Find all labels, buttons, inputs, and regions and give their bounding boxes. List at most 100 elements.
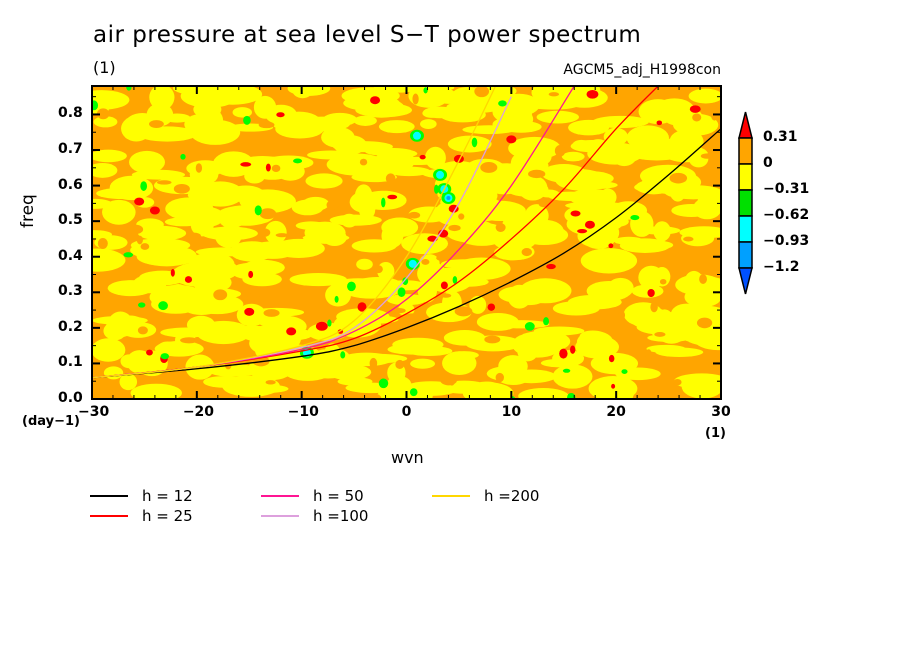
run-name: AGCM5_adj_H1998con	[563, 62, 721, 78]
colorbar-lower-arrow	[738, 267, 753, 295]
field-cell	[659, 278, 667, 285]
field-cell	[523, 147, 552, 167]
field-cell	[621, 369, 628, 374]
field-cell	[475, 92, 530, 108]
field-cell	[295, 221, 327, 230]
field-cell	[445, 183, 498, 208]
field-cell	[618, 310, 626, 320]
field-cell	[137, 326, 148, 335]
field-cell	[528, 169, 546, 179]
field-cell	[452, 257, 511, 280]
field-cell	[315, 321, 328, 331]
field-cell	[358, 98, 405, 118]
field-cell	[670, 303, 703, 326]
field-cell	[126, 350, 153, 374]
field-cell	[498, 100, 507, 107]
field-cell	[518, 330, 571, 353]
field-cell	[243, 115, 251, 125]
field-cell	[126, 86, 132, 91]
field-cell	[555, 169, 606, 191]
field-cell	[417, 278, 438, 303]
field-cell	[325, 283, 352, 307]
field-cell	[480, 162, 498, 173]
field-cell	[656, 120, 663, 126]
field-cell	[263, 309, 280, 317]
field-cell	[421, 191, 429, 197]
y-tick-label: 0.1	[58, 354, 83, 371]
legend-label: h =200	[484, 487, 540, 505]
field-cell	[497, 113, 526, 125]
field-cell	[349, 353, 408, 364]
field-cell	[357, 302, 367, 312]
field-cell	[654, 98, 695, 123]
field-cell	[397, 287, 406, 298]
field-cell	[163, 113, 191, 123]
spectrum-field	[92, 86, 721, 399]
field-cell	[246, 293, 260, 303]
field-cell	[552, 364, 593, 389]
field-cell	[412, 131, 421, 140]
field-cell	[572, 139, 591, 149]
field-cell	[681, 230, 715, 247]
field-cell	[570, 345, 576, 354]
legend-item: h =100	[261, 507, 368, 525]
field-cell	[436, 255, 446, 261]
field-cell	[586, 280, 632, 302]
field-cell	[154, 341, 204, 357]
field-cell	[92, 149, 127, 163]
field-cell	[327, 319, 332, 327]
field-cell	[207, 363, 259, 377]
field-cell	[561, 151, 585, 162]
field-cell	[521, 248, 533, 257]
field-cell	[381, 217, 419, 238]
y-tick-label: 0.2	[58, 318, 83, 335]
field-cell	[654, 332, 666, 337]
legend-swatch	[432, 495, 470, 497]
field-cell	[259, 208, 277, 220]
field-cell	[683, 236, 694, 242]
field-cell	[326, 200, 339, 210]
field-cell	[554, 145, 566, 157]
field-cell	[440, 293, 452, 298]
legend-label: h = 12	[142, 487, 193, 505]
field-cell	[146, 349, 153, 356]
x-tick-label: −30	[78, 404, 110, 420]
field-cell	[565, 201, 625, 210]
field-cell	[608, 354, 615, 363]
field-cell	[103, 366, 124, 380]
field-cell	[412, 93, 419, 105]
field-cell	[638, 265, 664, 290]
field-cell	[646, 344, 686, 353]
field-cell	[409, 388, 418, 397]
field-cell	[158, 301, 168, 311]
field-cell	[364, 393, 382, 399]
field-cell	[286, 327, 297, 336]
field-cell	[130, 383, 182, 399]
colorbar	[738, 111, 753, 295]
legend-label: h =100	[313, 507, 369, 525]
field-cell	[195, 163, 203, 173]
field-cell	[473, 223, 504, 240]
field-cell	[136, 235, 143, 245]
colorbar-segment	[738, 137, 753, 165]
field-cell	[345, 382, 397, 394]
field-cell	[326, 153, 387, 176]
field-cell	[645, 349, 652, 362]
field-cell	[276, 112, 285, 118]
field-cell	[442, 351, 477, 376]
field-cell	[448, 376, 456, 386]
field-cell	[232, 107, 252, 118]
field-cell	[510, 209, 528, 221]
field-cell	[374, 265, 383, 274]
field-cell	[671, 320, 691, 341]
legend-item: h = 50	[261, 487, 364, 505]
field-cell	[575, 335, 620, 359]
field-cell	[180, 153, 186, 160]
x-axis-units: (1)	[705, 426, 726, 441]
field-cell	[381, 197, 386, 208]
field-cell	[265, 163, 271, 172]
field-cell	[92, 338, 126, 362]
field-cell	[395, 359, 405, 370]
field-cell	[180, 86, 238, 108]
